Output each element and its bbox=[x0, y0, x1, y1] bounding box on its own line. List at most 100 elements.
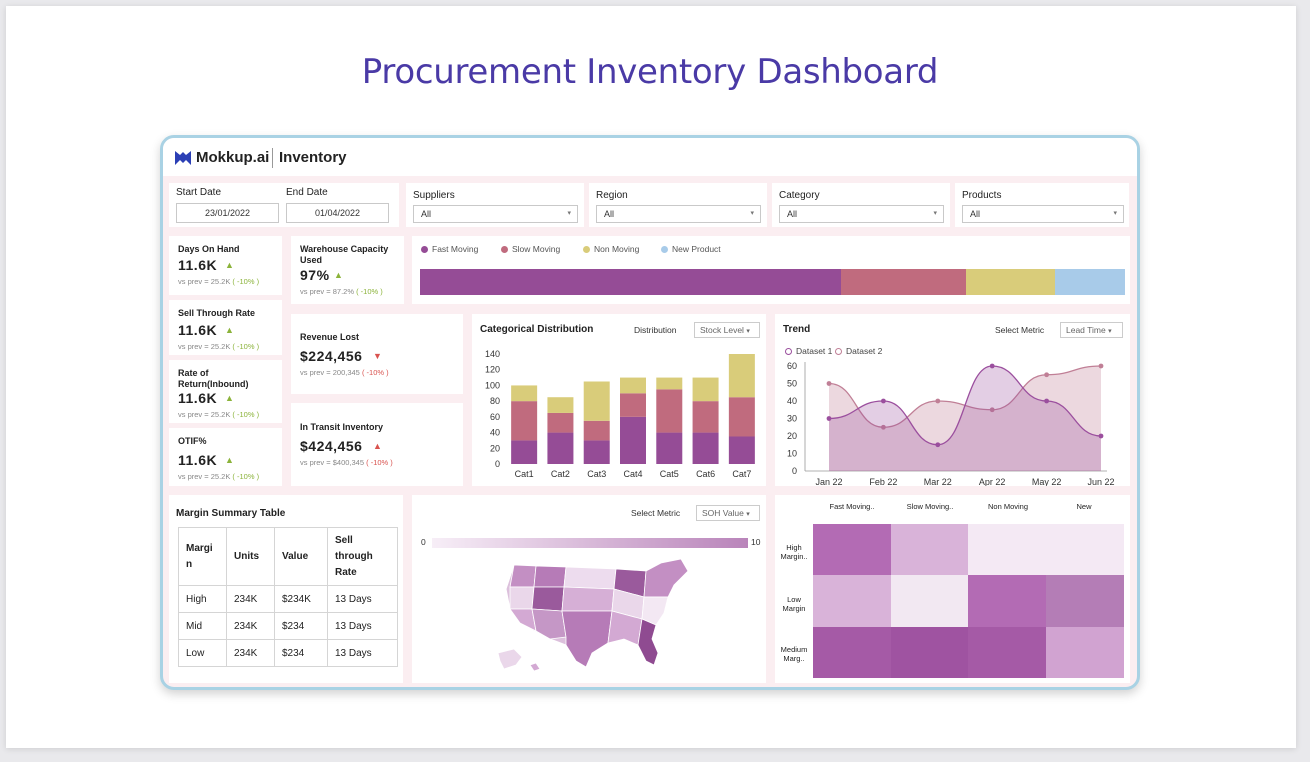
heatmap-row-label: Medium Marg.. bbox=[780, 645, 808, 663]
chevron-down-icon: ▾ bbox=[1113, 210, 1117, 217]
dropdown-value: Lead Time bbox=[1066, 325, 1106, 335]
bar-segment bbox=[728, 397, 755, 437]
region-value: All bbox=[604, 209, 615, 219]
table-row: Low 234K $234 13 Days bbox=[178, 639, 398, 667]
panel-title: Margin Summary Table bbox=[176, 508, 286, 519]
arrow-up-icon: ▲ bbox=[225, 455, 234, 465]
x-tick-label: Cat6 bbox=[696, 469, 715, 479]
heatmap-cell bbox=[1045, 524, 1124, 576]
kpi-prev: vs prev = 25.2K bbox=[178, 472, 231, 481]
y-tick-label: 50 bbox=[787, 379, 797, 389]
kpi-comparison: vs prev = 25.2K ( -10% ) bbox=[178, 342, 259, 351]
legend-swatch bbox=[583, 246, 590, 253]
kpi-title: Revenue Lost bbox=[300, 332, 360, 342]
legend-label: New Product bbox=[672, 244, 721, 254]
chevron-down-icon: ▾ bbox=[750, 210, 754, 217]
data-point bbox=[881, 424, 886, 430]
kpi-change: ( -10% ) bbox=[232, 342, 260, 351]
heatmap-cell bbox=[890, 575, 969, 628]
y-tick-label: 100 bbox=[485, 380, 500, 390]
table-cell: $234 bbox=[274, 612, 328, 640]
data-point bbox=[1098, 433, 1104, 439]
heatmap-cell bbox=[968, 524, 1046, 576]
legend-new-product: New Product bbox=[661, 244, 721, 254]
y-tick-label: 40 bbox=[490, 428, 500, 438]
stock-share-segment bbox=[420, 269, 841, 295]
legend-swatch bbox=[785, 348, 792, 355]
data-point bbox=[881, 398, 886, 404]
bar-segment bbox=[620, 416, 646, 464]
legend-label: Non Moving bbox=[594, 244, 640, 254]
kpi-rate-of-return: Rate of Return(Inbound) 11.6K ▲ vs prev … bbox=[169, 360, 282, 423]
legend-swatch bbox=[661, 246, 668, 253]
heatmap-column-label: Non Moving bbox=[987, 502, 1029, 511]
metric-dropdown[interactable]: Lead Time ▾ bbox=[1060, 322, 1123, 338]
kpi-value: 11.6K bbox=[178, 452, 218, 468]
end-date-input[interactable]: 01/04/2022 bbox=[286, 203, 389, 223]
bar-segment bbox=[692, 401, 719, 433]
data-point bbox=[935, 398, 941, 404]
map-region bbox=[643, 558, 689, 598]
y-tick-label: 30 bbox=[787, 414, 797, 424]
margin-summary-panel: Margin Summary Table Margi n Units Value… bbox=[169, 495, 403, 683]
scale-min-label: 0 bbox=[421, 537, 426, 547]
kpi-change: ( -10% ) bbox=[232, 277, 260, 286]
divider bbox=[272, 148, 273, 168]
brand-name: Mokkup.ai bbox=[196, 149, 270, 166]
kpi-value: 11.6K bbox=[178, 257, 218, 273]
page-title: Procurement Inventory Dashboard bbox=[361, 52, 939, 92]
map-region bbox=[641, 596, 669, 626]
map-region bbox=[561, 586, 615, 612]
legend-label: Dataset 1 bbox=[796, 346, 833, 356]
suppliers-value: All bbox=[421, 209, 432, 219]
kpi-comparison: vs prev = $400,345 ( -10% ) bbox=[300, 458, 393, 467]
suppliers-select[interactable]: All ▾ bbox=[413, 205, 578, 223]
kpi-change: ( -10% ) bbox=[356, 287, 383, 296]
bar-segment bbox=[547, 412, 574, 433]
table-cell: $234K bbox=[274, 585, 328, 613]
map-metric-dropdown[interactable]: SOH Value ▾ bbox=[696, 505, 760, 521]
map-panel: Select Metric SOH Value ▾ 0 10 bbox=[412, 495, 766, 683]
category-select[interactable]: All ▾ bbox=[779, 205, 944, 223]
bar-segment bbox=[728, 436, 755, 464]
bar-segment bbox=[656, 377, 683, 390]
heatmap-row-label: Low Margin bbox=[782, 595, 806, 613]
x-tick-label: Cat1 bbox=[515, 469, 534, 479]
y-tick-label: 0 bbox=[792, 466, 797, 476]
margin-summary-table: Margi n Units Value Sell through Rate Hi… bbox=[178, 527, 398, 667]
legend-slow-moving: Slow Moving bbox=[501, 244, 560, 254]
products-select[interactable]: All ▾ bbox=[962, 205, 1124, 223]
distribution-dropdown[interactable]: Stock Level ▾ bbox=[694, 322, 760, 338]
legend-swatch bbox=[501, 246, 508, 253]
heatmap-cell bbox=[1045, 575, 1124, 628]
kpi-change: ( -10% ) bbox=[366, 458, 393, 467]
kpi-value: 11.6K bbox=[178, 322, 218, 338]
stock-share-bar bbox=[420, 269, 1125, 295]
chevron-down-icon: ▾ bbox=[1108, 328, 1112, 335]
date-filter-panel: Start Date 23/01/2022 End Date 01/04/202… bbox=[169, 183, 399, 227]
data-point bbox=[935, 442, 941, 448]
map-region bbox=[509, 608, 537, 632]
start-date-input[interactable]: 23/01/2022 bbox=[176, 203, 279, 223]
products-filter: Products All ▾ bbox=[955, 183, 1129, 227]
legend-label: Dataset 2 bbox=[846, 346, 883, 356]
bar-segment bbox=[692, 432, 719, 464]
kpi-comparison: vs prev = 87.2% ( -10% ) bbox=[300, 287, 383, 296]
map-region bbox=[561, 610, 613, 668]
region-select[interactable]: All ▾ bbox=[596, 205, 761, 223]
y-tick-label: 20 bbox=[787, 431, 797, 441]
column-header: Margi n bbox=[178, 527, 227, 586]
heatmap-row-label: High Margin.. bbox=[780, 543, 808, 561]
kpi-change: ( -10% ) bbox=[232, 410, 260, 419]
kpi-days-on-hand: Days On Hand 11.6K ▲ vs prev = 25.2K ( -… bbox=[169, 236, 282, 295]
table-row: Mid 234K $234 13 Days bbox=[178, 612, 398, 640]
alaska-region bbox=[497, 648, 523, 670]
x-tick-label: Jun 22 bbox=[1087, 477, 1114, 486]
chevron-down-icon: ▾ bbox=[746, 328, 750, 335]
y-tick-label: 80 bbox=[490, 396, 500, 406]
y-tick-label: 10 bbox=[787, 449, 797, 459]
dashboard-frame: Mokkup.ai Inventory Start Date 23/01/202… bbox=[160, 135, 1140, 690]
data-point bbox=[1044, 372, 1049, 378]
region-filter: Region All ▾ bbox=[589, 183, 767, 227]
control-label: Distribution bbox=[634, 325, 677, 335]
